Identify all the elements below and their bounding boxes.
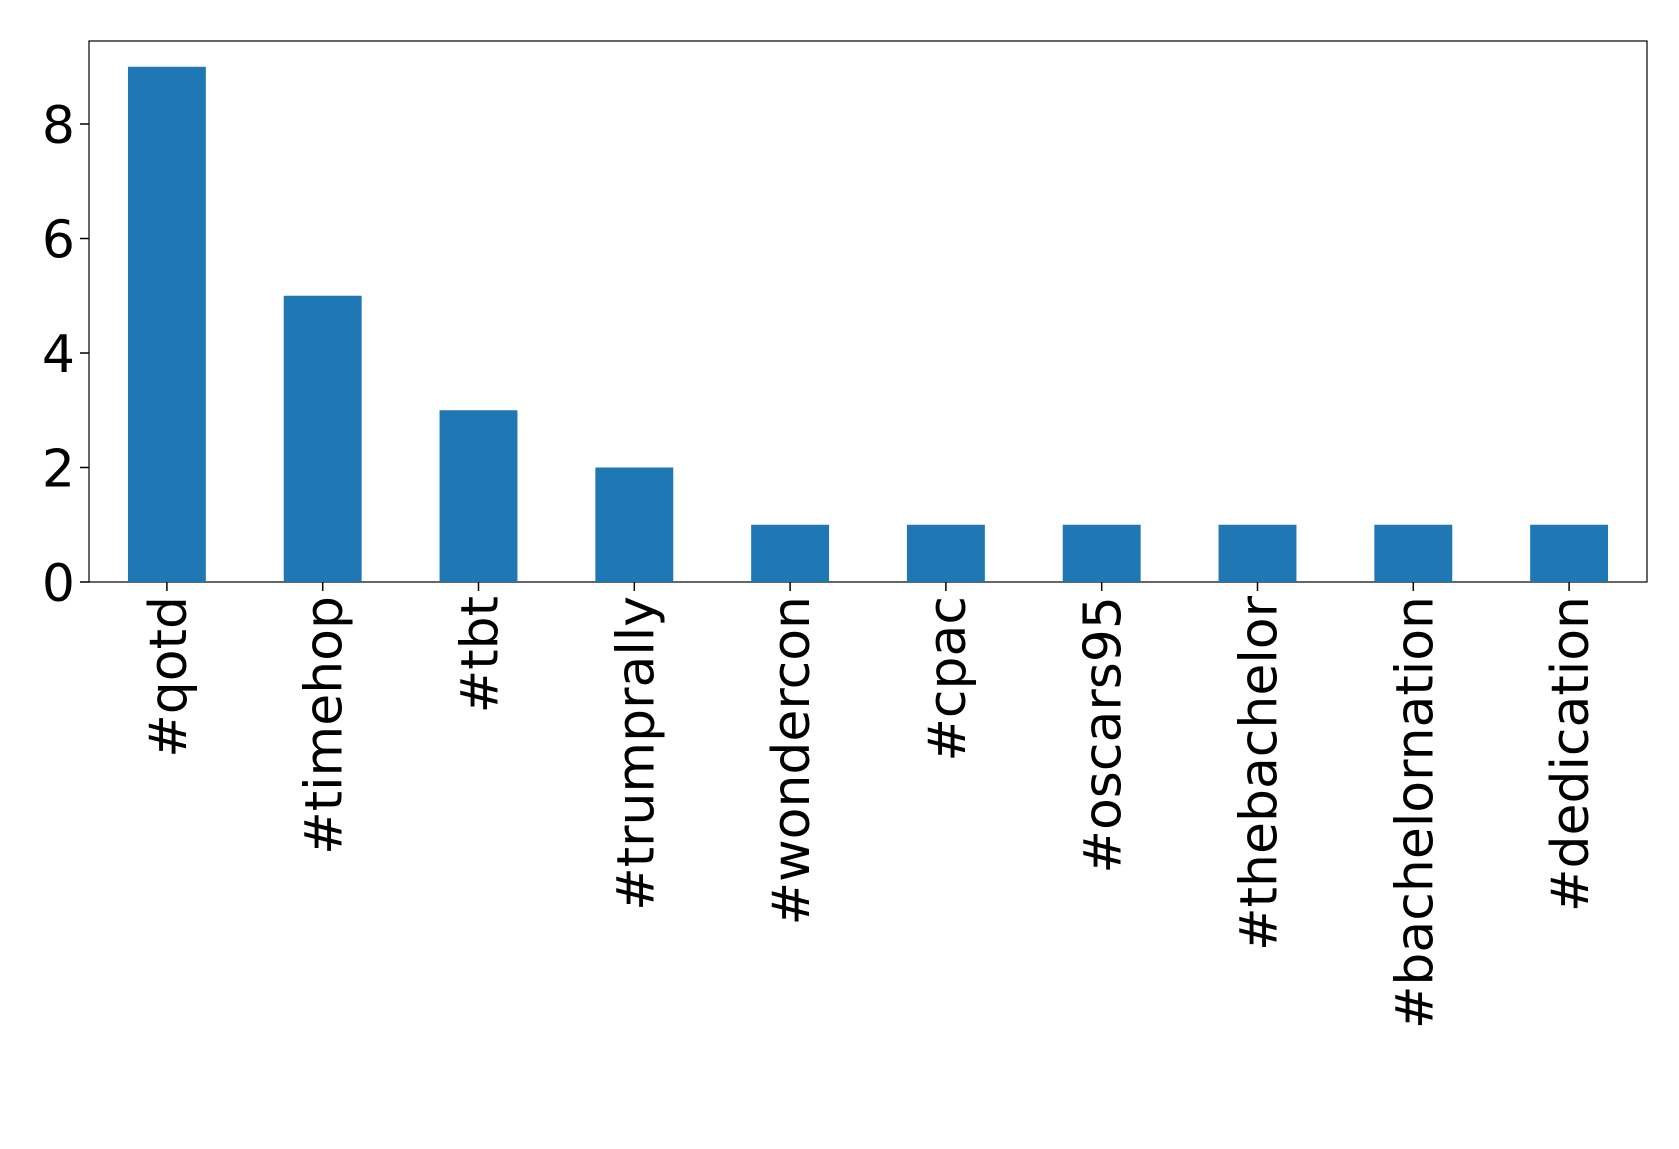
x-tick-label: #qotd [139,596,199,758]
bar [1374,524,1453,582]
bar [906,524,985,582]
bar [751,524,830,582]
bar [127,66,206,582]
y-tick-label: 8 [42,96,75,156]
x-tick-label: #wondercon [762,596,822,925]
x-tick-label: #trumprally [606,596,666,911]
bar [1218,524,1297,582]
y-tick-label: 4 [42,325,75,385]
bar [1530,524,1609,582]
x-tick-label: #cpac [918,596,978,762]
bar [595,467,674,582]
bar [439,410,518,582]
x-tick-label: #tbt [451,596,511,713]
y-tick-label: 2 [42,440,75,500]
plot-frame [88,40,1648,583]
bar [1062,524,1141,582]
x-tick-label: #oscars95 [1074,596,1134,874]
x-tick-label: #dedication [1541,596,1601,912]
x-tick-label: #timehop [295,596,355,855]
y-tick-label: 0 [42,554,75,614]
x-tick-label: #thebachelor [1230,595,1290,951]
x-tick-label: #bachelornation [1385,596,1445,1029]
bar [283,295,362,582]
y-tick-label: 6 [42,211,75,271]
